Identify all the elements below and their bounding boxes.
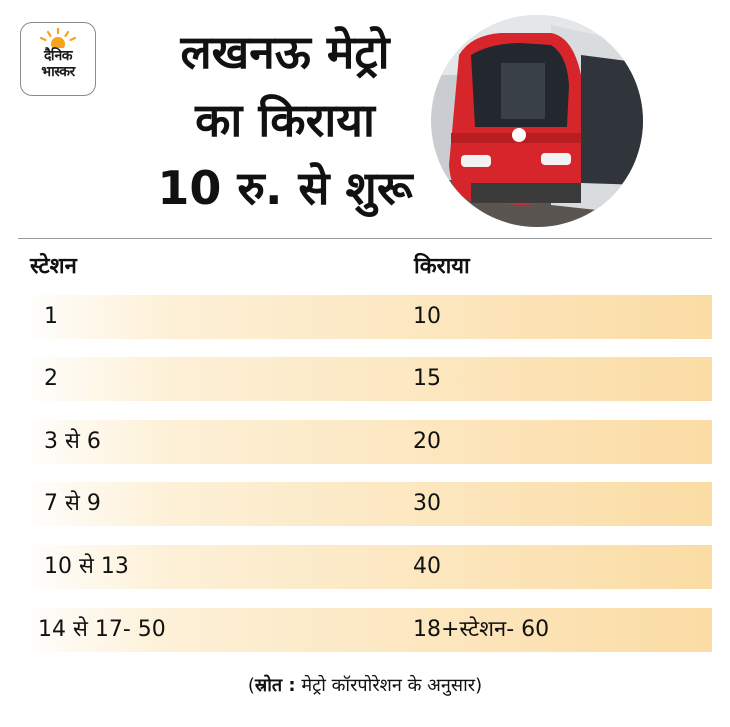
station-cell: 14 से 17- 50 — [38, 617, 166, 642]
source-close-paren: ) — [475, 675, 483, 696]
logo-line-2: भास्कर — [41, 64, 75, 80]
source-label: स्रोत : — [254, 675, 296, 696]
fare-cell: 10 — [413, 304, 441, 329]
column-header-station: स्टेशन — [30, 254, 77, 279]
station-cell: 10 से 13 — [44, 554, 129, 579]
logo-line-1: दैनिक — [43, 48, 73, 64]
sun-icon — [39, 28, 77, 48]
headline: लखनऊ मेट्रो का किराया 10 रु. से शुरू — [120, 18, 450, 222]
fare-cell: 15 — [413, 366, 441, 391]
source-note: (स्रोत : मेट्रो कॉरपोरेशन के अनुसार) — [0, 672, 730, 700]
table-row: 2 15 — [18, 357, 712, 401]
column-header-fare: किराया — [414, 254, 470, 279]
table-row: 1 10 — [18, 295, 712, 339]
source-open-paren: ( — [247, 675, 255, 696]
divider — [18, 238, 712, 239]
table-row: 3 से 6 20 — [18, 420, 712, 464]
headline-line-1: लखनऊ मेट्रो — [180, 25, 390, 79]
headline-line-3: 10 रु. से शुरू — [157, 161, 413, 215]
station-cell: 7 से 9 — [44, 491, 101, 516]
dainik-bhaskar-logo: दैनिक भास्कर — [20, 22, 96, 96]
source-text: मेट्रो कॉरपोरेशन के अनुसार — [295, 675, 476, 696]
table-row: 10 से 13 40 — [18, 545, 712, 589]
station-cell: 2 — [44, 366, 58, 391]
headline-line-2: का किराया — [195, 93, 375, 147]
station-cell: 1 — [44, 304, 58, 329]
table-row: 14 से 17- 50 18+स्टेशन- 60 — [18, 608, 712, 652]
fare-cell: 40 — [413, 554, 441, 579]
table-row: 7 से 9 30 — [18, 482, 712, 526]
station-cell: 3 से 6 — [44, 429, 101, 454]
fare-cell: 20 — [413, 429, 441, 454]
metro-train-image — [431, 15, 643, 227]
fare-cell: 30 — [413, 491, 441, 516]
fare-cell: 18+स्टेशन- 60 — [413, 617, 550, 642]
